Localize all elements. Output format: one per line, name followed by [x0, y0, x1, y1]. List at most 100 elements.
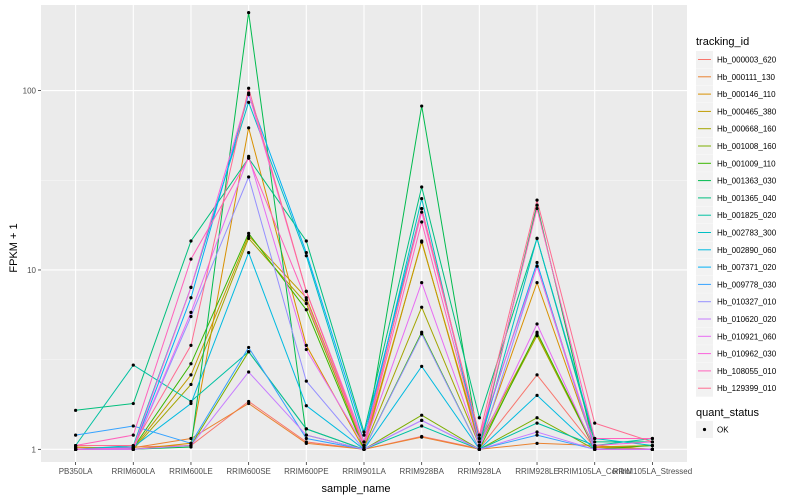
x-tick-label: RRIM928LE	[515, 467, 559, 476]
y-tick-label: 100	[23, 87, 37, 96]
data-point	[535, 430, 539, 434]
y-tick-label: 10	[27, 266, 36, 275]
data-point	[420, 281, 424, 285]
data-point	[189, 382, 193, 387]
data-point	[189, 296, 193, 300]
data-point	[131, 363, 135, 367]
data-point	[420, 435, 424, 439]
data-point	[593, 421, 597, 425]
data-point	[477, 447, 481, 451]
shape-legend-label: OK	[717, 426, 729, 435]
x-tick-label: RRIM928BA	[399, 467, 444, 476]
data-point	[420, 220, 424, 224]
data-point	[535, 416, 539, 420]
legend-label: Hb_001363_030	[717, 177, 777, 186]
legend-label: Hb_000111_130	[717, 73, 776, 82]
legend-label: Hb_010327_010	[717, 298, 777, 307]
data-point	[535, 433, 539, 437]
data-point	[304, 250, 308, 255]
data-point	[650, 447, 654, 451]
data-point	[362, 443, 366, 448]
shape-legend-point	[702, 427, 707, 432]
data-point	[420, 196, 424, 201]
data-point	[74, 408, 78, 412]
data-point	[247, 401, 251, 406]
data-point	[304, 298, 308, 302]
data-point	[304, 308, 308, 312]
data-point	[247, 234, 251, 238]
data-point	[420, 305, 424, 309]
data-point	[189, 285, 193, 289]
data-point	[189, 343, 193, 347]
data-point	[189, 362, 193, 366]
data-point	[420, 418, 424, 422]
legend-label: Hb_010921_060	[717, 332, 777, 341]
data-point	[304, 347, 308, 352]
data-point	[131, 433, 135, 437]
data-point	[304, 289, 308, 293]
x-tick-label: RRIM600SE	[226, 467, 270, 476]
data-point	[593, 440, 597, 444]
legend-label: Hb_010620_020	[717, 315, 777, 324]
data-point	[247, 156, 251, 160]
data-point	[189, 310, 193, 314]
data-point	[304, 441, 308, 445]
data-point	[477, 436, 481, 441]
data-point	[535, 330, 539, 334]
data-point	[304, 404, 308, 408]
x-tick-label: RRIM928LA	[458, 467, 502, 476]
data-point	[247, 86, 251, 90]
data-point	[74, 433, 78, 437]
data-point	[247, 350, 251, 354]
data-point	[535, 322, 539, 326]
data-point	[650, 436, 654, 441]
data-point	[535, 260, 539, 265]
data-point	[247, 370, 251, 374]
data-point	[304, 239, 308, 243]
data-point	[189, 436, 193, 441]
data-point	[362, 430, 366, 434]
data-point	[189, 401, 193, 406]
data-point	[362, 440, 366, 444]
data-point	[362, 433, 366, 437]
data-point	[477, 440, 481, 444]
data-point	[74, 447, 78, 451]
data-point	[247, 175, 251, 179]
data-point	[247, 126, 251, 130]
data-point	[247, 345, 251, 350]
data-point	[304, 301, 308, 306]
legend-label: Hb_001008_160	[717, 142, 777, 151]
data-point	[304, 343, 308, 347]
x-tick-label: RRIM600LE	[169, 467, 213, 476]
x-tick-label: RRIM901LA	[342, 467, 386, 476]
data-point	[304, 433, 308, 437]
axes: 1 10 100 PB350LA RRIM600LA RRIM600LE RRIM600SE…	[23, 87, 693, 476]
data-point	[420, 364, 424, 368]
data-point	[420, 104, 424, 108]
data-point	[189, 257, 193, 261]
data-point	[420, 210, 424, 214]
data-point	[247, 250, 251, 255]
data-point	[74, 443, 78, 448]
data-point	[189, 441, 193, 445]
data-point	[535, 373, 539, 377]
data-point	[189, 443, 193, 448]
x-tick-label: PB350LA	[59, 467, 93, 476]
data-point	[593, 447, 597, 451]
data-point	[535, 198, 539, 202]
x-tick-label: RRIM105LA_Stressed	[613, 467, 693, 476]
legend-label: Hb_001825_020	[717, 211, 777, 220]
data-point	[304, 296, 308, 300]
data-point	[362, 447, 366, 451]
legend-title: tracking_id	[696, 36, 749, 48]
data-point	[131, 424, 135, 428]
legend-label: Hb_000146_110	[717, 90, 776, 99]
data-point	[247, 11, 251, 15]
data-point	[304, 436, 308, 441]
data-point	[189, 373, 193, 377]
data-point	[593, 436, 597, 441]
x-axis-title: sample_name	[321, 483, 390, 495]
data-point	[420, 185, 424, 189]
data-point	[420, 424, 424, 428]
